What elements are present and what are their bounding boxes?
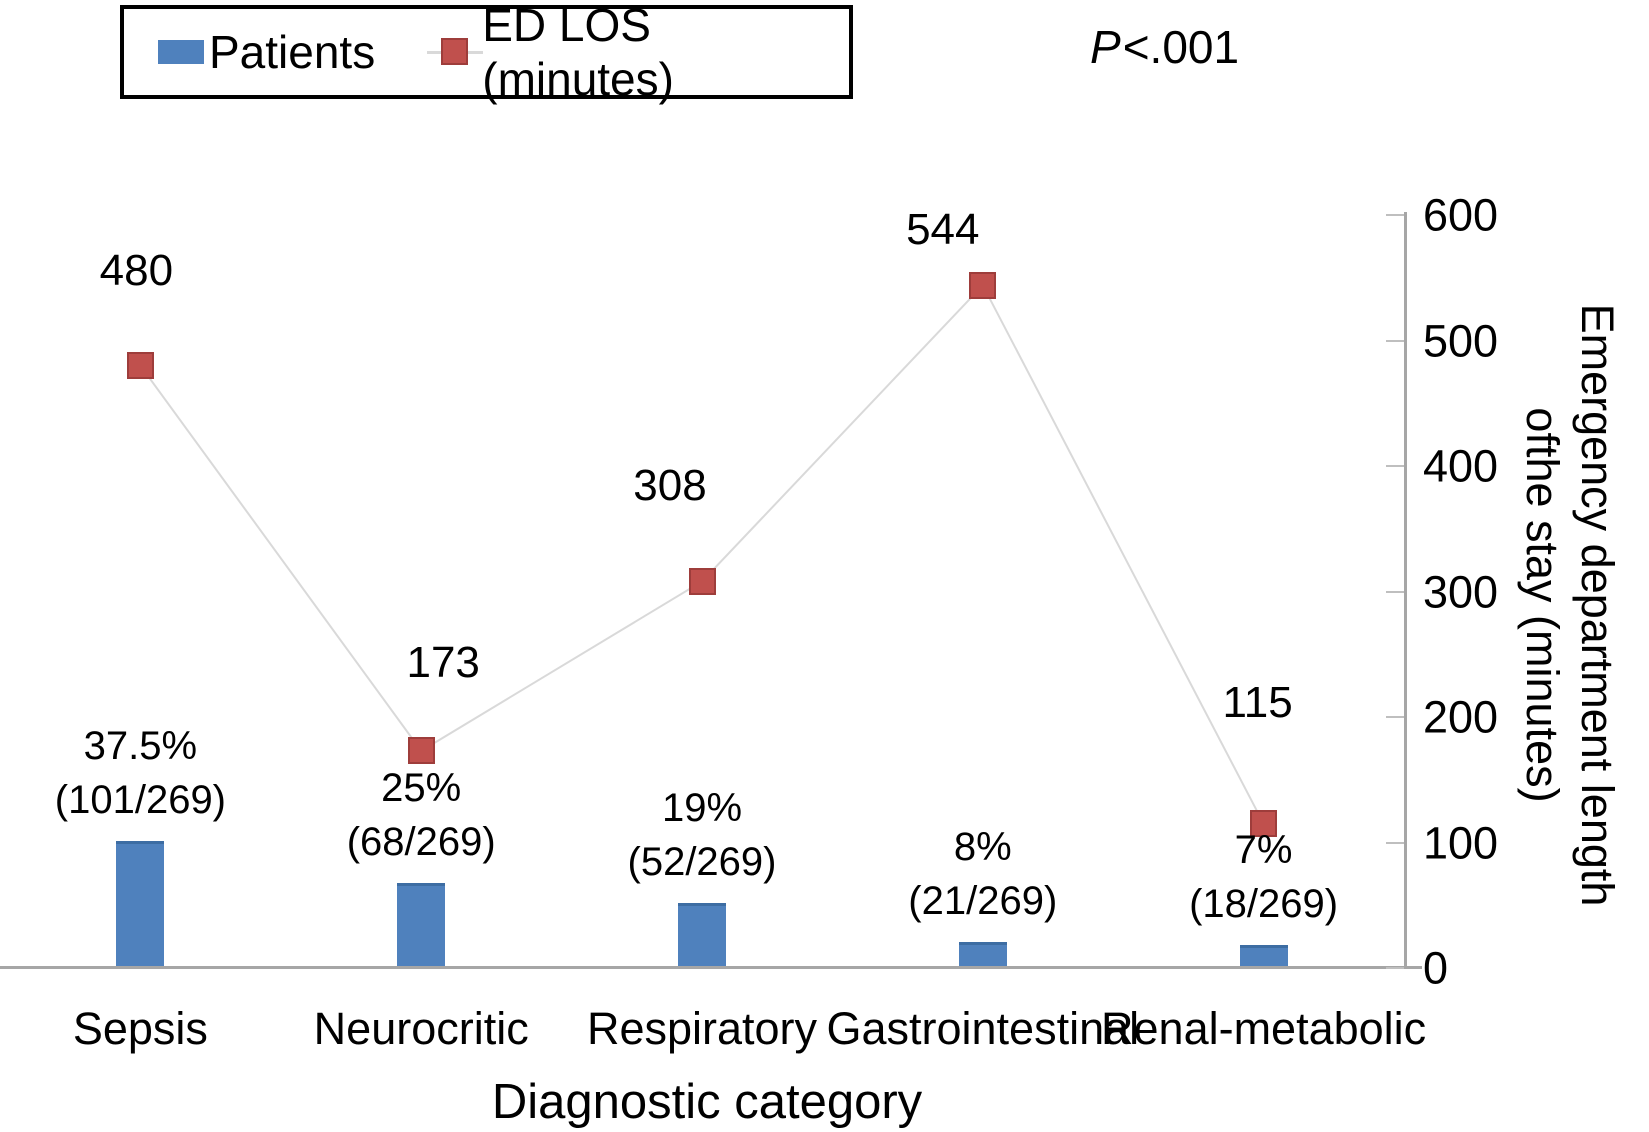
patients-fraction: (18/269) <box>1189 882 1339 927</box>
patients-fraction: (68/269) <box>346 819 496 864</box>
ed-los-value-label: 308 <box>633 461 707 511</box>
patients-value-label: 25% (68/269) <box>347 761 496 869</box>
ed-los-marker <box>688 567 716 595</box>
p-symbol: P <box>1090 21 1121 73</box>
patients-bar <box>397 882 446 968</box>
y-axis-tick-label: 600 <box>1423 189 1499 241</box>
y-axis-tick <box>1386 339 1404 342</box>
patients-bar <box>116 841 165 968</box>
y-axis-tick-label: 300 <box>1423 566 1499 617</box>
ed-los-value-label: 480 <box>99 245 174 295</box>
y-axis-tick <box>1386 590 1404 593</box>
ed-los-value-label: 544 <box>906 205 980 255</box>
patients-percent: 25% <box>381 765 462 810</box>
patients-percent: 7% <box>1234 828 1293 873</box>
ed-los-value-label: 115 <box>1222 677 1293 727</box>
ed-los-marker <box>407 737 435 765</box>
patients-bar-swatch-icon <box>158 40 204 64</box>
ed-los-marker <box>126 352 154 380</box>
patients-value-label: 8% (21/269) <box>908 820 1057 928</box>
ed-los-marker-icon <box>427 38 484 66</box>
y-axis-tick <box>1386 967 1404 969</box>
category-label: Neurocritic <box>313 1003 529 1054</box>
y-axis-tick <box>1386 214 1404 216</box>
y-axis-tick-label: 400 <box>1423 440 1499 492</box>
patients-bar <box>1239 945 1288 968</box>
patients-bar <box>678 902 726 968</box>
legend-item-ed-los: ED LOS (minutes) <box>427 0 849 106</box>
p-number: <.001 <box>1122 21 1240 73</box>
right-axis-title-line1: Emergency department length <box>1572 303 1623 907</box>
y-axis-tick <box>1386 841 1404 844</box>
y-axis-tick-label: 500 <box>1423 315 1499 366</box>
legend-item-patients: Patients <box>158 25 375 79</box>
ed-los-value-label: 173 <box>406 637 480 687</box>
patients-value-label: 19% (52/269) <box>628 781 777 889</box>
ed-los-square-icon <box>441 38 469 65</box>
patients-percent: 8% <box>953 824 1012 869</box>
ed-los-marker <box>1250 810 1278 838</box>
category-label: Renal-metabolic <box>1101 1003 1427 1054</box>
category-label: Sepsis <box>72 1003 208 1054</box>
y-axis-tick-label: 100 <box>1423 817 1499 868</box>
x-axis-title: Diagnostic category <box>491 1075 923 1129</box>
legend-label-ed-los: ED LOS (minutes) <box>482 0 674 105</box>
patients-value-label: 7% (18/269) <box>1189 823 1338 931</box>
patients-value-label: 37.5% (101/269) <box>55 719 226 827</box>
y-axis-tick <box>1386 716 1404 718</box>
patients-percent: 19% <box>661 785 743 830</box>
y-axis-tick-label: 0 <box>1423 942 1449 994</box>
patients-bar <box>958 941 1007 968</box>
patients-fraction: (21/269) <box>908 878 1058 923</box>
category-label: Respiratory <box>586 1003 818 1054</box>
patients-percent: 37.5% <box>83 724 198 769</box>
legend-label-patients: Patients <box>209 26 376 78</box>
right-y-axis-line <box>1404 212 1407 969</box>
right-axis-title-line2: ofthe stay (minutes) <box>1517 407 1568 803</box>
p-value-annotation: P<.001 <box>1090 20 1239 74</box>
right-axis-title: Emergency department length ofthe stay (… <box>1515 304 1625 907</box>
patients-fraction: (101/269) <box>54 778 227 823</box>
y-axis-tick-label: 200 <box>1423 691 1499 743</box>
y-axis-tick <box>1386 465 1404 467</box>
x-axis-baseline <box>0 966 1422 969</box>
legend: Patients ED LOS (minutes) <box>120 0 853 105</box>
category-label: Gastrointestinal <box>826 1003 1140 1054</box>
ed-los-polyline <box>139 283 1265 825</box>
patients-fraction: (52/269) <box>627 839 777 884</box>
ed-los-marker <box>969 271 997 299</box>
